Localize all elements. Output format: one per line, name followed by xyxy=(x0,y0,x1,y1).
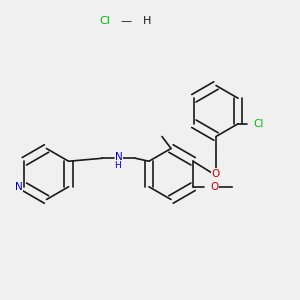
Text: Cl: Cl xyxy=(100,16,110,26)
Text: —: — xyxy=(120,16,132,26)
Text: H: H xyxy=(114,161,121,170)
Text: N: N xyxy=(115,152,123,162)
Text: O: O xyxy=(210,182,218,192)
Text: Cl: Cl xyxy=(253,119,263,129)
Text: O: O xyxy=(212,169,220,179)
Text: H: H xyxy=(143,16,151,26)
Text: N: N xyxy=(15,182,23,192)
